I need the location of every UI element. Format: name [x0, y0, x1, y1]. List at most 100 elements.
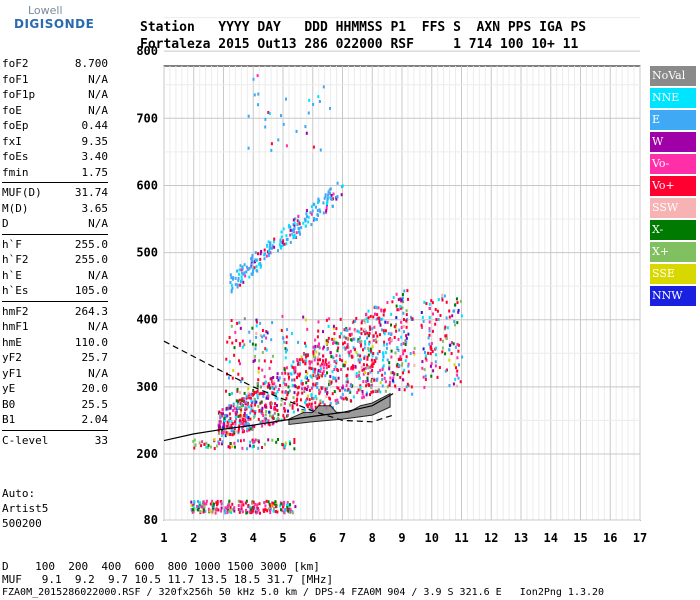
echo-point	[328, 382, 331, 386]
echo-point	[399, 375, 402, 379]
echo-point	[456, 297, 458, 301]
echo-point	[241, 377, 244, 381]
echo-point	[346, 380, 349, 384]
echo-point	[355, 374, 358, 378]
echo-point	[205, 502, 208, 506]
echo-point	[239, 415, 242, 419]
echo-point	[333, 337, 336, 341]
echo-point	[382, 355, 385, 359]
echo-point	[292, 218, 295, 222]
echo-point	[290, 228, 293, 232]
echo-point	[382, 364, 385, 368]
echo-point	[329, 106, 331, 110]
echo-point	[246, 423, 249, 427]
param-value: 255.0	[74, 253, 108, 266]
echo-point	[318, 403, 321, 407]
echo-point	[388, 383, 391, 387]
echo-point	[400, 335, 403, 339]
echo-point	[265, 254, 268, 258]
echo-point	[326, 202, 328, 206]
echo-point	[256, 74, 259, 78]
echo-point	[259, 261, 262, 265]
param-value: 25.7	[81, 351, 109, 364]
echo-point	[318, 208, 321, 212]
echo-point	[352, 364, 354, 368]
param-value: 2.04	[81, 413, 109, 426]
echo-point	[318, 376, 321, 379]
echo-point	[268, 112, 271, 115]
echo-point	[261, 351, 264, 354]
param-key: foEs	[2, 150, 29, 163]
echo-point	[314, 405, 317, 409]
echo-point	[296, 223, 299, 227]
x-tick-label: 14	[544, 531, 558, 545]
echo-point	[376, 377, 379, 381]
echo-point	[293, 221, 296, 225]
param-key: fxI	[2, 134, 22, 148]
echo-point	[242, 280, 245, 284]
echo-point	[310, 367, 313, 371]
echo-point	[454, 345, 457, 349]
echo-point	[256, 439, 259, 442]
echo-point	[306, 327, 309, 331]
echo-point	[192, 508, 194, 512]
echo-point	[402, 371, 404, 375]
echo-point	[312, 396, 315, 400]
echo-point	[354, 364, 357, 368]
param-key: hmE	[2, 335, 22, 349]
echo-point	[350, 332, 353, 336]
echo-point	[388, 361, 391, 365]
echo-point	[226, 511, 229, 515]
echo-point	[319, 210, 322, 214]
echo-point	[210, 445, 212, 449]
echo-point	[381, 373, 384, 377]
echo-point	[329, 351, 332, 355]
echo-point	[293, 438, 296, 441]
echo-point	[367, 349, 370, 352]
echo-point	[367, 346, 370, 350]
echo-point	[370, 364, 373, 368]
echo-point	[250, 399, 253, 403]
echo-point	[254, 411, 257, 415]
echo-point	[341, 386, 344, 390]
echo-point	[378, 320, 381, 324]
echo-point	[245, 265, 248, 269]
echo-point	[230, 276, 233, 280]
echo-point	[218, 430, 221, 434]
echo-point	[247, 415, 250, 419]
echo-point	[445, 334, 448, 338]
echo-point	[305, 209, 308, 213]
echo-point	[368, 325, 371, 329]
echo-point	[333, 360, 336, 363]
echo-point	[386, 321, 389, 324]
echo-point	[238, 268, 241, 272]
echo-point	[454, 323, 456, 327]
echo-point	[327, 361, 330, 365]
echo-point	[301, 358, 304, 362]
echo-point	[264, 125, 267, 129]
echo-point	[283, 242, 286, 246]
echo-point	[249, 417, 252, 421]
echo-point	[399, 355, 402, 359]
echo-point	[228, 336, 231, 339]
echo-point	[202, 510, 205, 514]
echo-point	[283, 409, 286, 413]
echo-point	[349, 384, 352, 388]
echo-point	[209, 509, 212, 513]
echo-point	[276, 376, 279, 379]
echo-point	[427, 351, 430, 355]
echo-point	[396, 346, 399, 350]
echo-point	[298, 358, 301, 362]
echo-point	[337, 386, 340, 390]
echo-point	[260, 250, 263, 253]
echo-point	[312, 102, 315, 106]
x-tick-label: 4	[250, 531, 257, 545]
echo-point	[287, 385, 290, 389]
echo-point	[428, 327, 431, 331]
echo-point	[238, 510, 241, 514]
echo-point	[333, 332, 336, 336]
x-tick-label: 7	[339, 531, 346, 545]
x-tick-label: 2	[190, 531, 197, 545]
echo-point	[430, 374, 433, 378]
echo-point	[257, 92, 260, 96]
